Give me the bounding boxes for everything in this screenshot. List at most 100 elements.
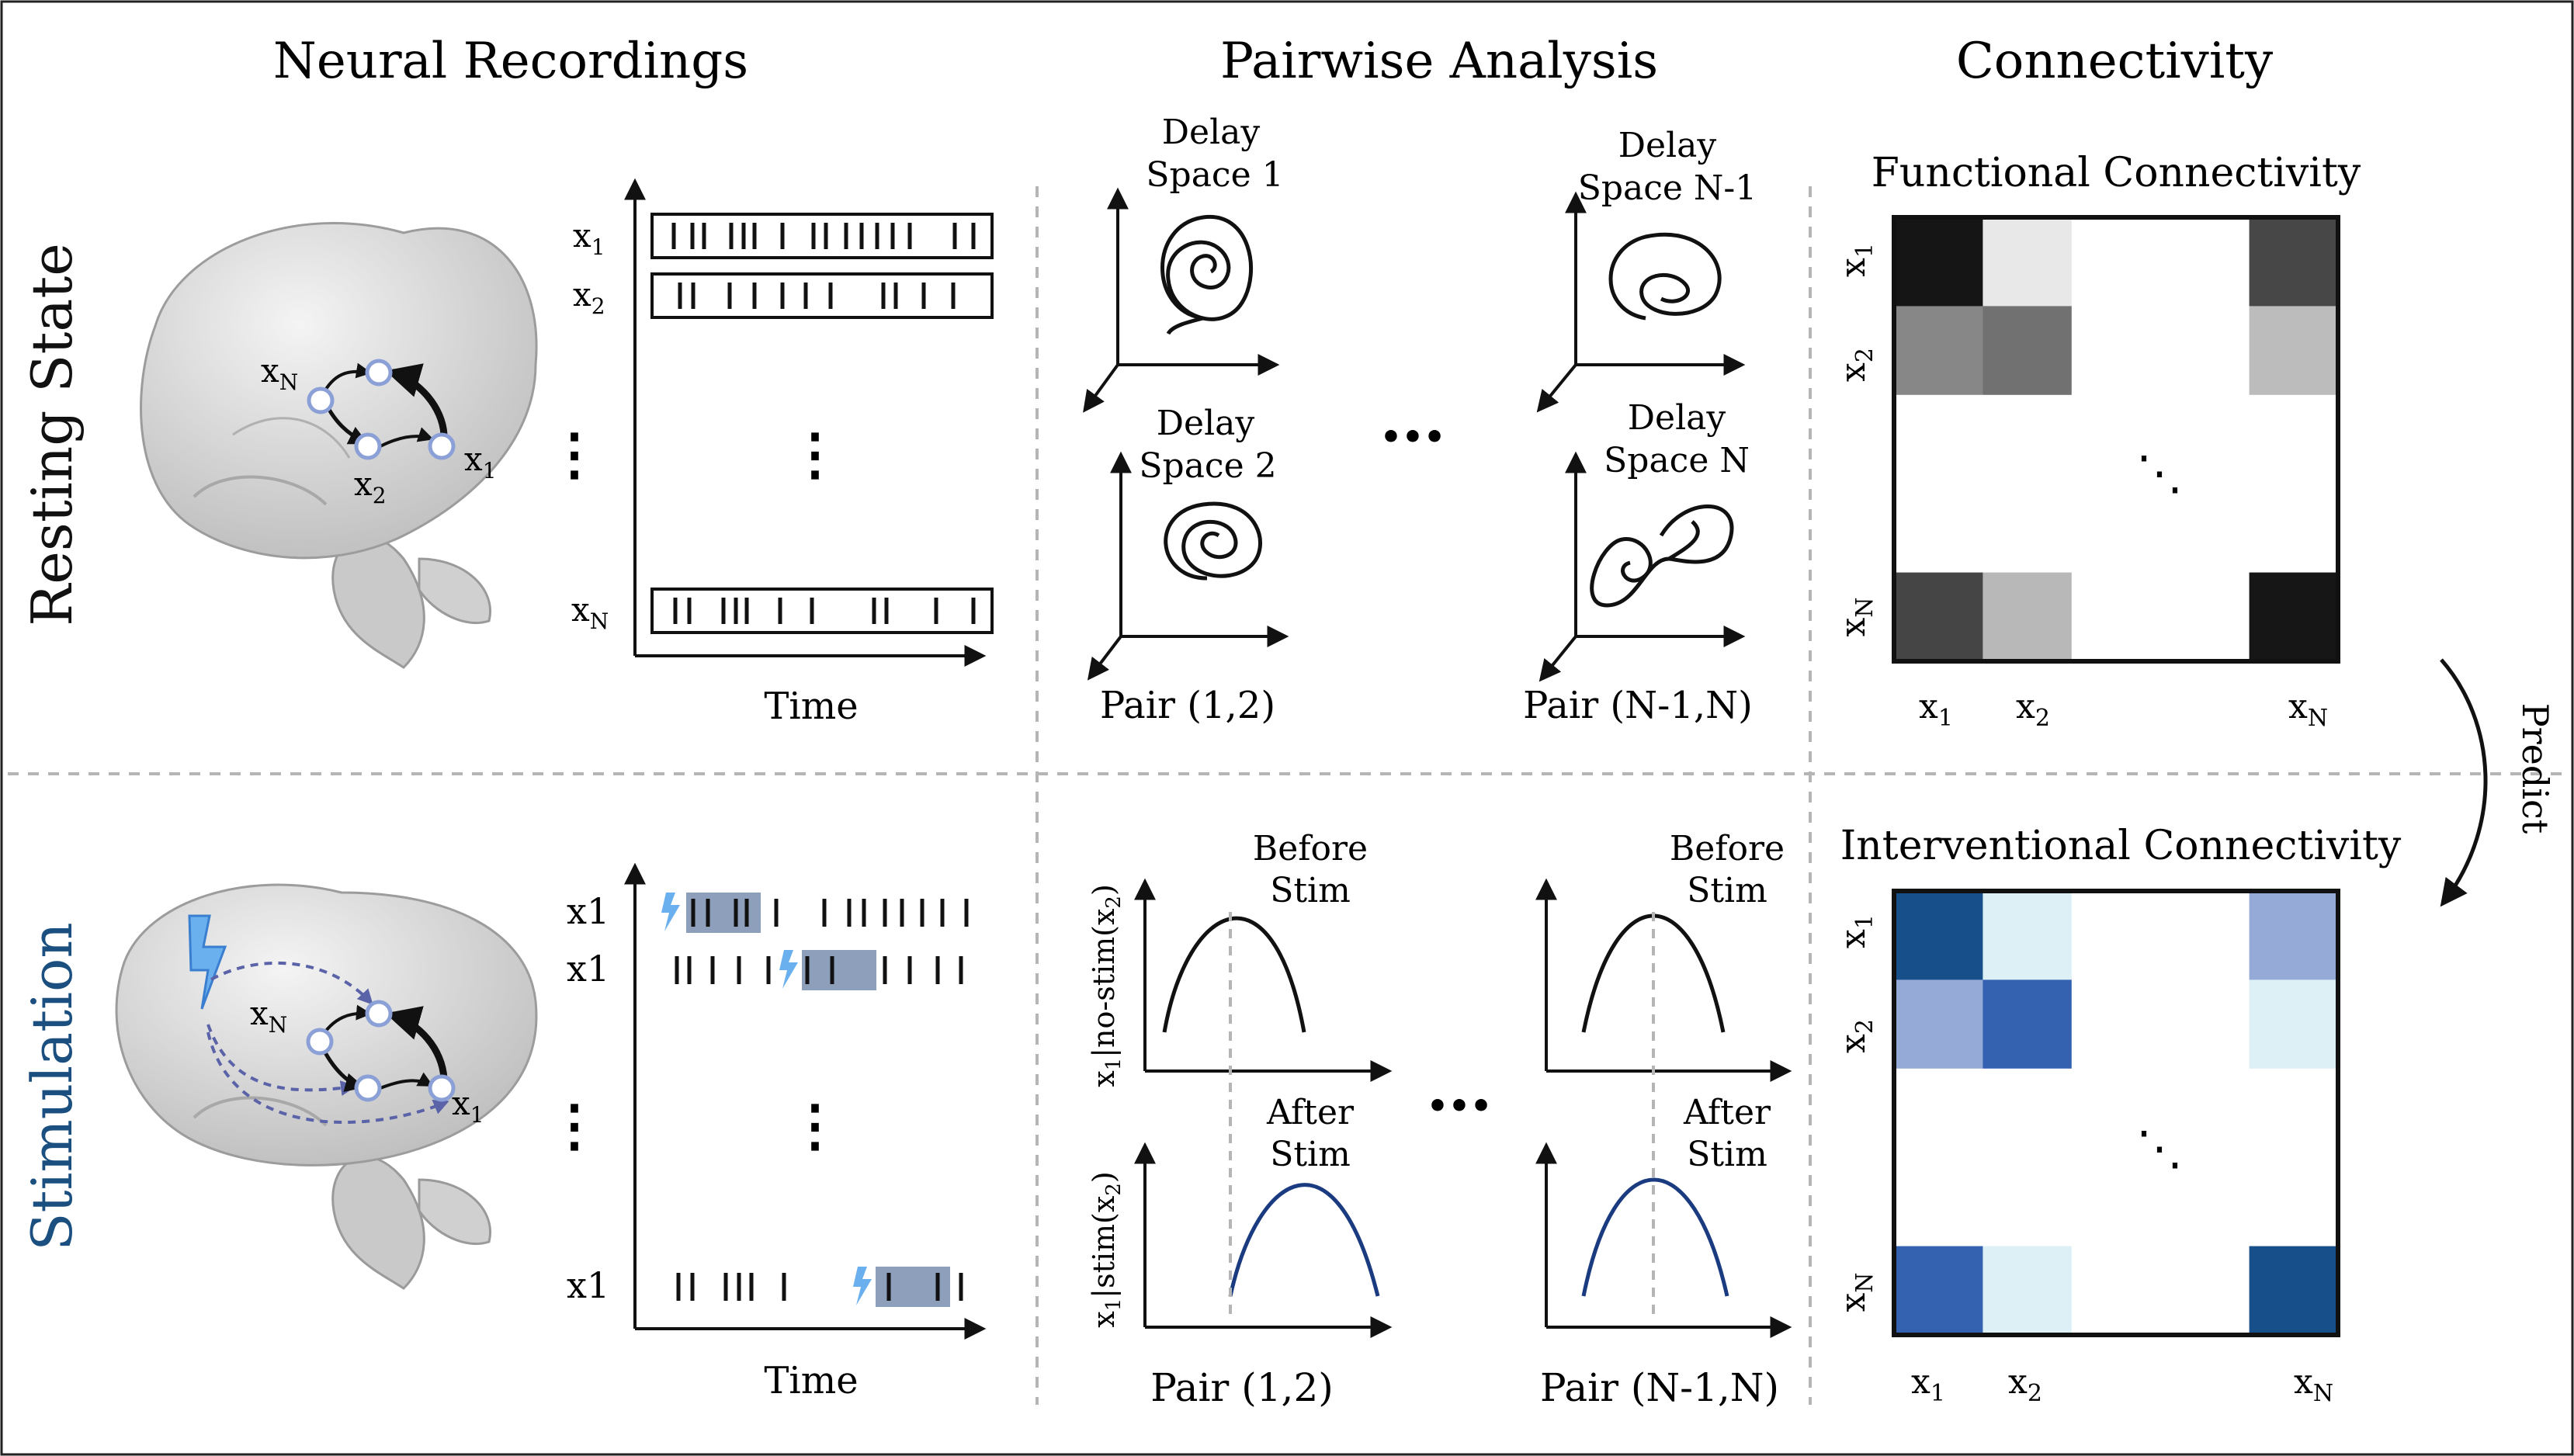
matrix-cell <box>2071 394 2161 484</box>
matrix-cell <box>2249 394 2339 484</box>
matrix-cell <box>2071 306 2161 396</box>
matrix-cell <box>2249 1068 2339 1158</box>
node-icon <box>306 1028 334 1056</box>
node-icon <box>307 387 335 414</box>
node-icon <box>428 432 456 460</box>
row-label-resting-state: Resting State <box>19 243 85 626</box>
matrix-cell <box>1983 1068 2073 1158</box>
matrix-cell <box>2249 979 2339 1069</box>
header-connectivity: Connectivity <box>1956 33 2273 90</box>
y-axis-label-stim: x1|stim(x2) <box>1087 1171 1126 1327</box>
vertical-ellipsis: ⋮ <box>787 1092 843 1158</box>
matrix-cell <box>2071 979 2161 1069</box>
node-label-x1: x1 <box>464 440 497 484</box>
matrix-cell <box>2071 1068 2161 1158</box>
node-label-xn: xN <box>250 994 287 1038</box>
predict-label: Predict <box>2514 703 2556 834</box>
matrix-cell <box>1983 306 2073 396</box>
network-resting: xN x2 x1 <box>261 352 497 508</box>
horizontal-ellipsis: ••• <box>1427 1087 1492 1126</box>
brain-illustration-stimulation <box>115 883 538 1290</box>
vertical-ellipsis: ⋮ <box>787 421 843 487</box>
after-stim-label: Stim <box>1687 1135 1767 1174</box>
matrix-cell <box>1894 1157 1983 1247</box>
horizontal-ellipsis: ••• <box>1380 418 1445 457</box>
matrix-cell <box>1983 217 2073 307</box>
delay-space-n-1 <box>1536 191 1746 413</box>
diagonal-ellipsis: ⋱ <box>2136 1121 2183 1176</box>
col-label-x1: x1 <box>1911 1362 1945 1407</box>
vertical-ellipsis: ⋮ <box>546 421 602 487</box>
col-label-x1: x1 <box>1919 687 1953 732</box>
matrix-cell <box>1983 394 2073 484</box>
row-label-x1: x1 <box>567 948 609 990</box>
matrix-cell <box>2160 217 2250 307</box>
node-label-xn: xN <box>261 352 298 395</box>
delay-space-subtitle: Space 2 <box>1139 446 1276 486</box>
functional-connectivity-matrix <box>1894 217 2339 662</box>
delay-space-title: Delay <box>1628 398 1726 438</box>
matrix-cell <box>1983 1246 2073 1336</box>
matrix-cell <box>2071 891 2161 980</box>
matrix-cell <box>2249 1246 2339 1336</box>
matrix-cell <box>1983 979 2073 1069</box>
row-label-xn: xN <box>1833 597 1878 636</box>
matrix-cell <box>1894 979 1983 1069</box>
interventional-connectivity-title: Interventional Connectivity <box>1840 823 2402 869</box>
matrix-cell <box>1894 572 1983 662</box>
matrix-cell <box>2071 484 2161 574</box>
matrix-cell <box>2071 1157 2161 1247</box>
predict-arrow <box>2440 658 2488 907</box>
matrix-cell <box>2160 484 2250 574</box>
raster-axes-resting <box>624 178 994 667</box>
matrix-cell <box>1894 484 1983 574</box>
matrix-cell <box>2071 572 2161 662</box>
col-label-xn: xN <box>2288 687 2328 732</box>
axis-label-time: Time <box>764 685 858 728</box>
matrix-cell <box>2160 1246 2250 1336</box>
diagonal-ellipsis: ⋱ <box>2136 446 2183 501</box>
after-stim-label: After <box>1683 1093 1771 1132</box>
row-label-x2: x2 <box>573 276 605 319</box>
matrix-cell <box>2249 1157 2339 1247</box>
matrix-cell <box>2249 484 2339 574</box>
matrix-cell <box>1983 891 2073 980</box>
interventional-connectivity-matrix <box>1894 891 2339 1336</box>
row-label-x1: x1 <box>567 890 609 932</box>
matrix-cell <box>2160 979 2250 1069</box>
after-stim-label: After <box>1266 1093 1355 1132</box>
node-icon <box>365 359 393 387</box>
node-icon <box>428 1074 456 1102</box>
delay-space-1 <box>1083 187 1280 413</box>
matrix-border <box>1892 889 2340 1337</box>
header-pairwise-analysis: Pairwise Analysis <box>1220 33 1658 90</box>
matrix-cell <box>1983 572 2073 662</box>
stim-bolts <box>661 893 872 1305</box>
matrix-cell <box>2071 1246 2161 1336</box>
brain-illustration-resting <box>140 222 538 669</box>
row-label-stimulation: Stimulation <box>19 922 85 1251</box>
matrix-border <box>1892 215 2340 664</box>
delay-space-subtitle: Space 1 <box>1146 155 1283 195</box>
matrix-cell <box>2249 306 2339 396</box>
matrix-cell <box>1894 1068 1983 1158</box>
matrix-cell <box>2071 217 2161 307</box>
before-stim-label: Before <box>1670 829 1785 868</box>
pair-label-1-2: Pair (1,2) <box>1100 684 1275 727</box>
matrix-cell <box>1894 891 1983 980</box>
matrix-cell <box>2160 394 2250 484</box>
before-stim-label: Stim <box>1687 871 1767 910</box>
matrix-cell <box>2249 891 2339 980</box>
raster-axes-stimulation <box>624 862 987 1340</box>
matrix-cell <box>1894 394 1983 484</box>
delay-space-title: Delay <box>1162 113 1261 152</box>
pair-label-1-2: Pair (1,2) <box>1150 1365 1334 1410</box>
delay-space-title: Delay <box>1618 126 1717 165</box>
matrix-cell <box>1894 1246 1983 1336</box>
row-label-x1: x1 <box>1833 243 1878 277</box>
node-label-x2: x2 <box>354 465 387 508</box>
matrix-cell <box>2249 217 2339 307</box>
row-label-xn: xN <box>1833 1272 1878 1312</box>
after-stim-label: Stim <box>1270 1135 1351 1174</box>
